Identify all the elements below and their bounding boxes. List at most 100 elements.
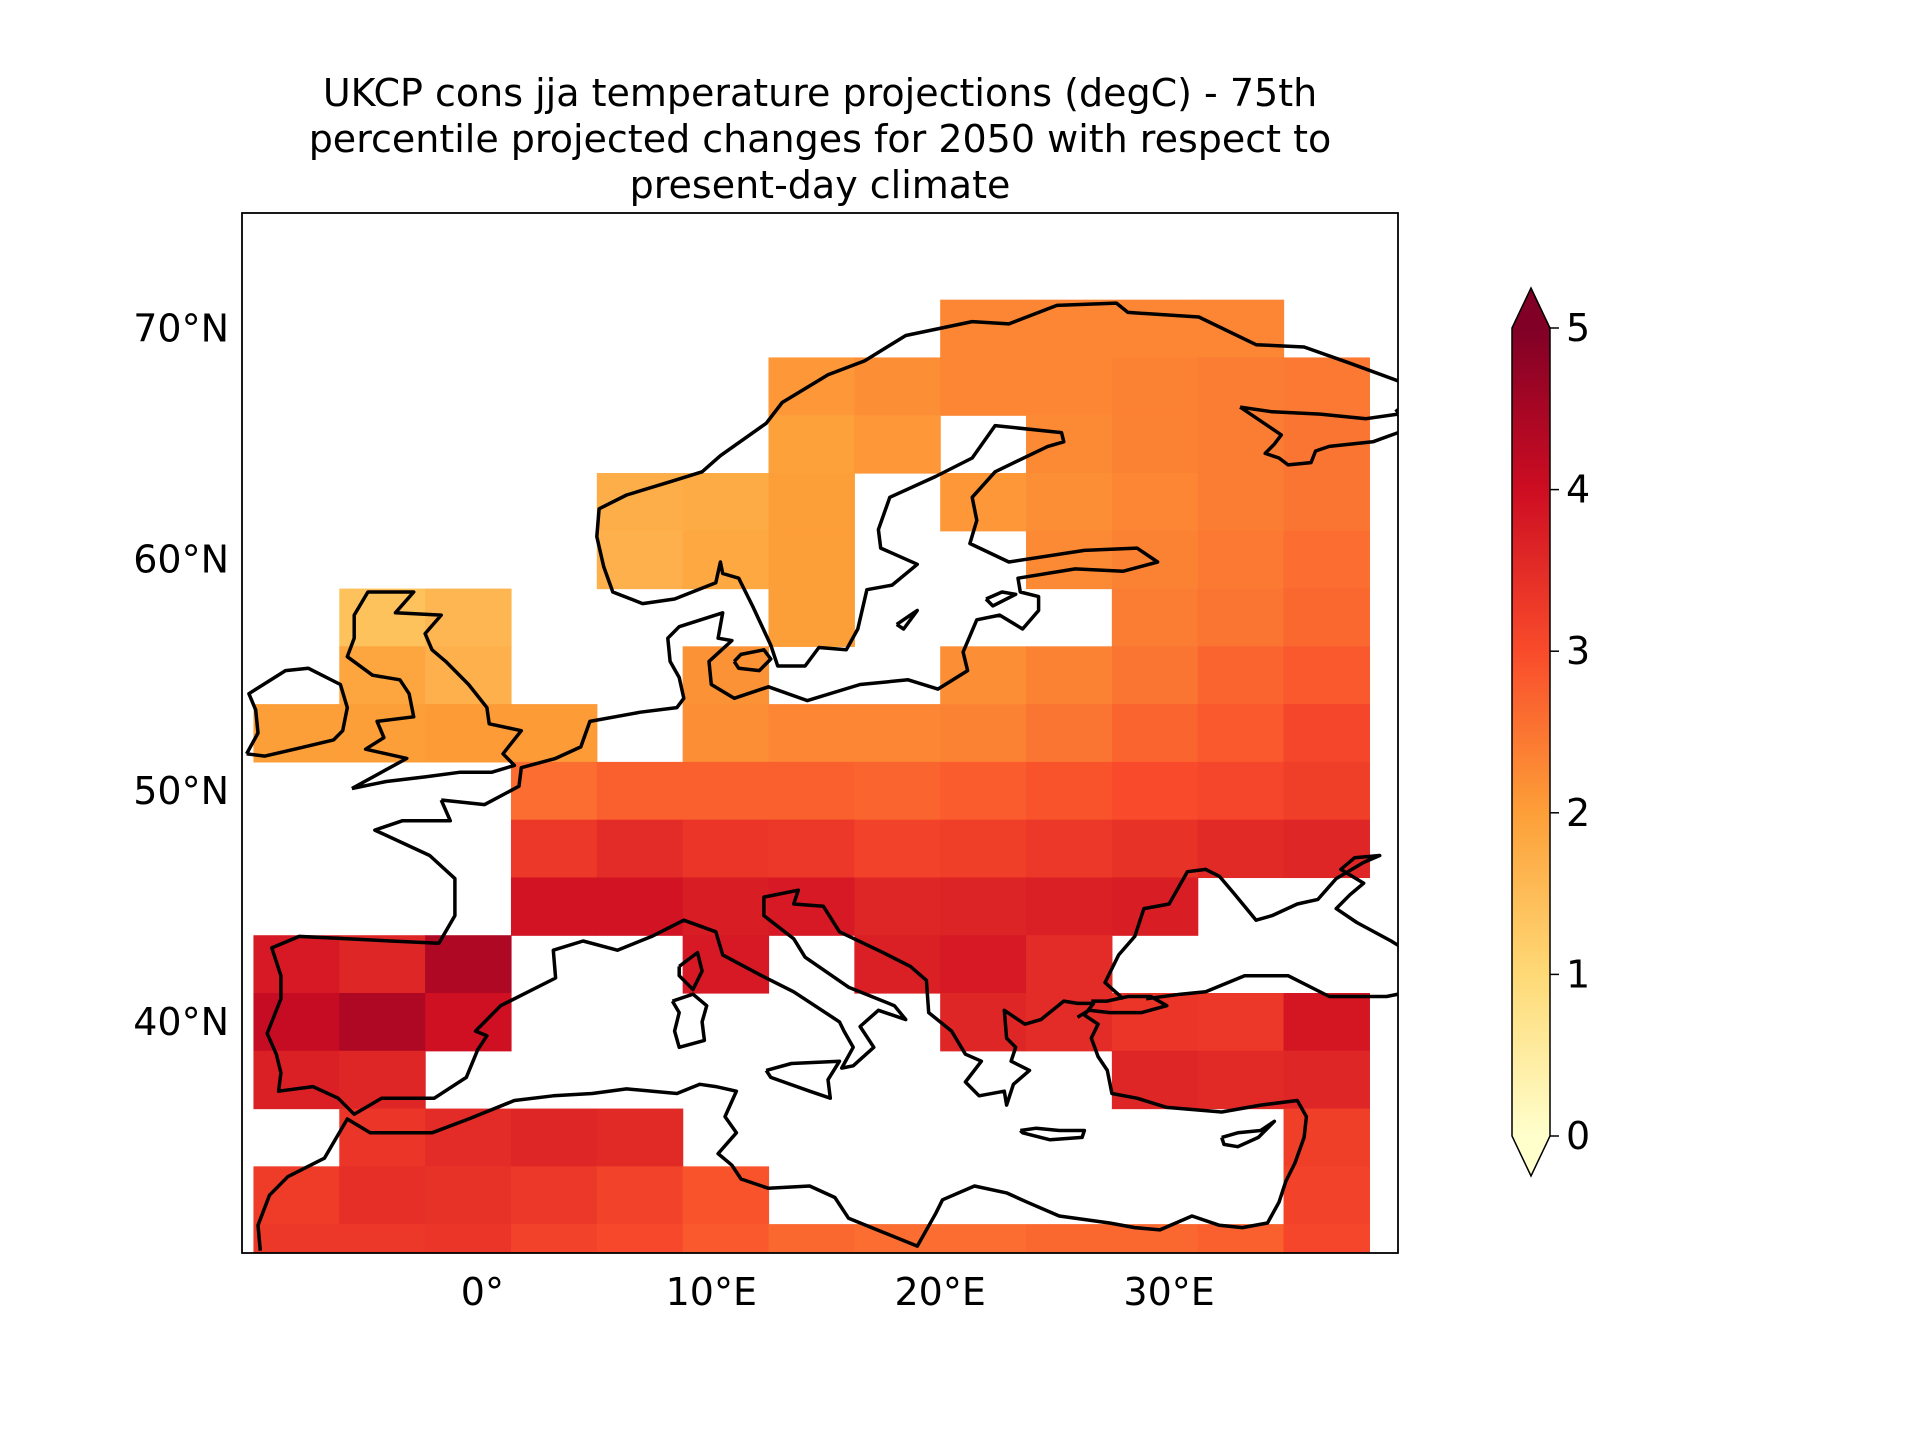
heatmap-cell	[510, 1166, 598, 1225]
heatmap-cell	[682, 646, 770, 705]
heatmap-cell	[1197, 415, 1285, 474]
heatmap-cell	[596, 819, 684, 879]
heatmap-cell	[940, 357, 1027, 416]
heatmap-cell	[940, 993, 1027, 1052]
heatmap-cell	[1111, 1050, 1199, 1110]
heatmap-cell	[1197, 819, 1285, 879]
y-tick-label: 60°N	[133, 538, 229, 582]
heatmap-cell	[339, 1166, 426, 1225]
heatmap-cell	[682, 473, 770, 532]
coastline-white-sea	[1239, 405, 1398, 467]
colorbar-gradient	[1512, 328, 1550, 1136]
heatmap-cell	[1111, 588, 1199, 647]
chart-title: UKCP cons jja temperature projections (d…	[240, 70, 1400, 208]
heatmap-cell	[339, 588, 426, 647]
heatmap-cell	[940, 877, 1027, 936]
coastline-cyprus	[1220, 1119, 1277, 1149]
heatmap-cell	[682, 1166, 770, 1225]
colorbar-tick-label: 1	[1566, 952, 1590, 996]
heatmap-cell	[768, 473, 855, 532]
heatmap-cell	[253, 1050, 340, 1110]
coastline-anatolia-north	[1145, 973, 1398, 1001]
heatmap-cell	[1283, 357, 1370, 416]
heatmap-cell	[596, 1224, 684, 1253]
heatmap-cell	[510, 877, 598, 936]
coastline-western-europe	[256, 799, 1309, 1251]
heatmap-cell	[940, 761, 1027, 821]
coastline-crete	[1019, 1126, 1087, 1142]
heatmap-cell	[425, 704, 512, 763]
heatmap-cell	[253, 1166, 340, 1225]
heatmap-cell	[854, 877, 941, 936]
heatmap-cell	[510, 1108, 598, 1167]
heatmap-cell	[596, 1166, 684, 1225]
heatmap-cell	[1197, 761, 1285, 821]
heatmap-cell	[510, 761, 598, 821]
coastline-great-britain	[345, 590, 524, 791]
x-tick-label: 0°	[461, 1270, 504, 1314]
x-tick-label: 30°E	[1123, 1270, 1214, 1314]
heatmap-cell	[768, 530, 855, 590]
colorbar-tick-label: 2	[1566, 791, 1590, 835]
heatmap-cell	[768, 704, 855, 763]
heatmap-cell	[940, 299, 1027, 359]
heatmap-cell	[682, 819, 770, 879]
heatmap-cell	[1283, 993, 1370, 1052]
heatmap-cell	[1026, 935, 1113, 994]
heatmap-cell	[1197, 299, 1285, 359]
colorbar-tick-label: 0	[1566, 1114, 1590, 1158]
coastline-corsica	[677, 950, 704, 992]
heatmap-cell	[1111, 993, 1199, 1052]
heatmap-cell	[1111, 819, 1199, 879]
heatmap-cell	[253, 935, 340, 994]
heatmap-cell	[510, 704, 598, 763]
heatmap-cell	[854, 819, 941, 879]
heatmap-cell	[1283, 1166, 1370, 1225]
heatmap-cell	[425, 1166, 512, 1225]
heatmap-cell	[768, 761, 855, 821]
y-tick-label: 70°N	[133, 307, 229, 351]
heatmap-cell	[682, 761, 770, 821]
coastline-black-sea	[1103, 853, 1398, 1001]
heatmap-cell	[1026, 473, 1113, 532]
heatmap-cell	[1111, 761, 1199, 821]
heatmap-cell	[1283, 819, 1370, 879]
y-tick-label: 40°N	[133, 1000, 229, 1044]
heatmap-cell	[1283, 473, 1370, 532]
heatmap-cell	[940, 473, 1027, 532]
heatmap-cell	[1026, 1224, 1113, 1253]
y-tick-label: 50°N	[133, 769, 229, 813]
y-axis-ticks: 40°N 50°N 60°N 70°N	[133, 307, 229, 1044]
heatmap-cell	[1197, 530, 1285, 590]
coastline-saaremaa	[984, 590, 1018, 608]
heatmap-cell	[425, 935, 512, 994]
heatmap-cell	[1197, 646, 1285, 705]
heatmap-cell	[253, 993, 340, 1052]
coastlines	[245, 301, 1398, 1251]
heatmap-cell	[682, 877, 770, 936]
heatmap-cell	[253, 1224, 340, 1253]
heatmap-cell	[1111, 646, 1199, 705]
colorbar-tick-label: 5	[1566, 306, 1590, 350]
heatmap-cells	[253, 299, 1370, 1253]
heatmap-cell	[1197, 1050, 1285, 1110]
heatmap-cell	[339, 993, 426, 1052]
heatmap-cell	[1026, 357, 1113, 416]
heatmap-cell	[1283, 761, 1370, 821]
heatmap-cell	[940, 704, 1027, 763]
heatmap-cell	[682, 704, 770, 763]
coastline-gotland	[895, 608, 920, 631]
heatmap-cell	[510, 819, 598, 879]
heatmap-cell	[768, 588, 855, 647]
heatmap-cell	[1283, 646, 1370, 705]
heatmap-cell	[1283, 588, 1370, 647]
heatmap-cell	[682, 1224, 770, 1253]
heatmap-cell	[1111, 473, 1199, 532]
map-frame	[241, 212, 1399, 1254]
heatmap-cell	[596, 1108, 684, 1167]
heatmap-cell	[1026, 819, 1113, 879]
heatmap-cell	[854, 704, 941, 763]
heatmap-cell	[596, 761, 684, 821]
heatmap-cell	[1283, 530, 1370, 590]
heatmap-cell	[1026, 704, 1113, 763]
